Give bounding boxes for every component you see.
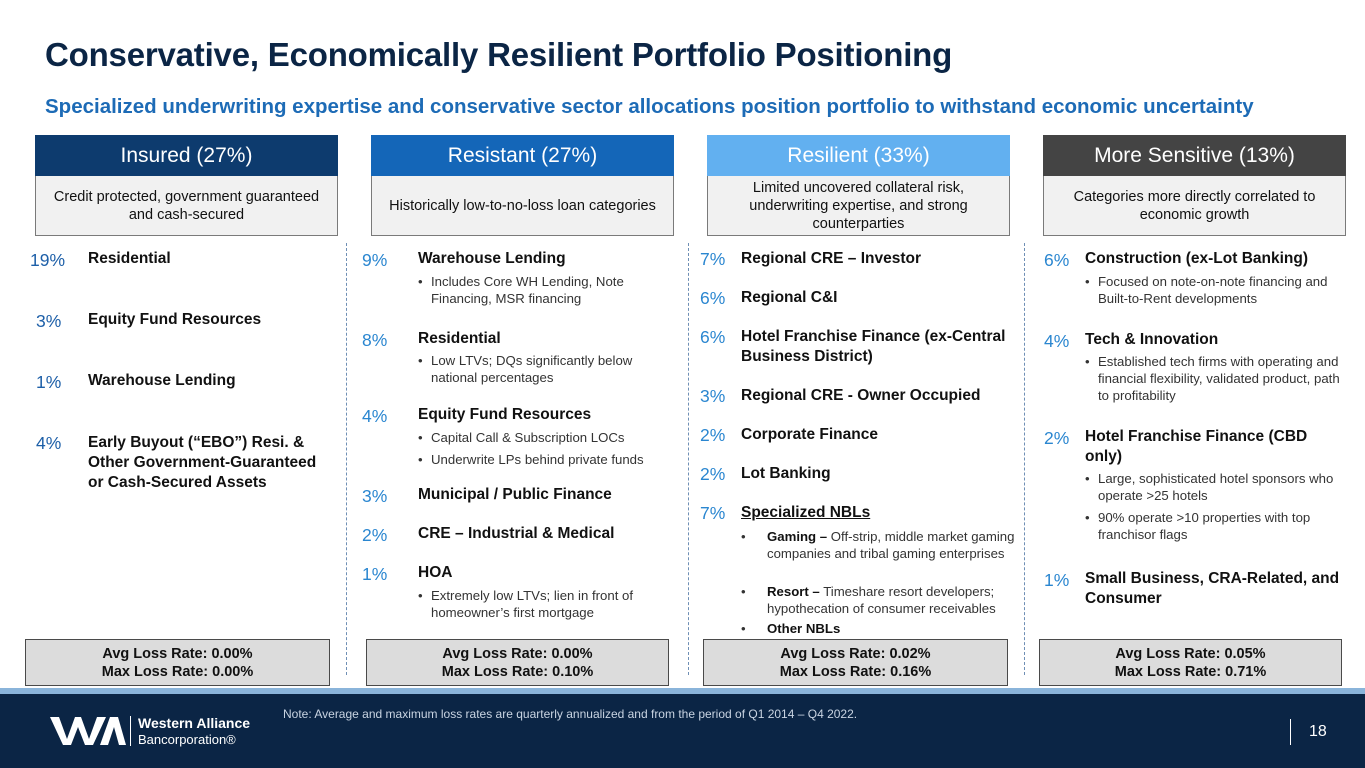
category-label: Early Buyout (“EBO”) Resi. & Other Gover…: [88, 434, 317, 491]
category-label: Specialized NBLs: [741, 504, 871, 521]
allocation-percent: 7%: [700, 249, 726, 269]
allocation-percent: 2%: [700, 425, 726, 445]
avg-loss-rate: Avg Loss Rate: 0.00%: [102, 646, 253, 662]
allocation-percent: 4%: [36, 433, 62, 453]
allocation-percent: 8%: [362, 330, 388, 350]
footer-accent-bar: [0, 688, 1365, 694]
loss-rate-box: Avg Loss Rate: 0.00% Max Loss Rate: 0.10…: [366, 639, 669, 686]
column-header: Resilient (33%): [707, 135, 1010, 176]
logo-divider: [130, 716, 131, 746]
category-label: Regional CRE – Investor: [741, 250, 922, 267]
allocation-percent: 1%: [36, 372, 62, 392]
max-loss-rate: Max Loss Rate: 0.71%: [1114, 664, 1267, 680]
loss-rate-box: Avg Loss Rate: 0.05% Max Loss Rate: 0.71…: [1039, 639, 1342, 686]
category-label: Regional CRE - Owner Occupied: [741, 387, 981, 404]
category-bullet: Low LTVs; DQs significantly below nation…: [418, 352, 671, 386]
category-label: Residential: [418, 330, 501, 347]
avg-loss-rate: Avg Loss Rate: 0.05%: [1115, 646, 1266, 662]
category-label: Regional C&I: [741, 289, 838, 306]
category-label: Hotel Franchise Finance (CBD only): [1085, 428, 1308, 465]
column-header: Insured (27%): [35, 135, 338, 176]
bullet-lead: Gaming –: [767, 529, 828, 544]
max-loss-rate: Max Loss Rate: 0.10%: [441, 664, 594, 680]
allocation-percent: 7%: [700, 503, 726, 523]
category-label: Equity Fund Resources: [418, 406, 592, 423]
category-label: Equity Fund Resources: [88, 311, 262, 328]
category-bullet: Other NBLs: [741, 620, 1025, 637]
category-label: Residential: [88, 250, 171, 267]
brand-subname: Bancorporation®: [138, 732, 236, 747]
column-description: Credit protected, government guaranteed …: [35, 176, 338, 236]
allocation-percent: 6%: [700, 288, 726, 308]
allocation-percent: 6%: [1044, 250, 1070, 270]
loss-rate-box: Avg Loss Rate: 0.02% Max Loss Rate: 0.16…: [703, 639, 1008, 686]
max-loss-rate: Max Loss Rate: 0.00%: [101, 664, 254, 680]
column-insured: Insured (27%) Credit protected, governme…: [35, 135, 338, 236]
page-title: Conservative, Economically Resilient Por…: [45, 36, 953, 73]
category-label: Construction (ex-Lot Banking): [1085, 250, 1309, 267]
category-label: Corporate Finance: [741, 426, 878, 443]
category-label: Small Business, CRA-Related, and Consume…: [1085, 570, 1340, 607]
category-label: HOA: [418, 564, 453, 581]
column-header: Resistant (27%): [371, 135, 674, 176]
bullet-text: Timeshare resort developers; hypothecati…: [767, 584, 996, 616]
avg-loss-rate: Avg Loss Rate: 0.02%: [780, 646, 931, 662]
column-separator: [346, 243, 347, 675]
allocation-percent: 2%: [1044, 428, 1070, 448]
column-separator: [688, 243, 689, 675]
loss-rate-box: Avg Loss Rate: 0.00% Max Loss Rate: 0.00…: [25, 639, 330, 686]
category-bullet: Large, sophisticated hotel sponsors who …: [1085, 470, 1343, 504]
category-label: Lot Banking: [741, 465, 831, 482]
page-number-divider: [1290, 719, 1291, 745]
page-number: 18: [1309, 723, 1327, 740]
bullet-lead: Resort –: [767, 584, 820, 599]
category-label: Warehouse Lending: [88, 372, 236, 389]
category-label: Tech & Innovation: [1085, 331, 1219, 348]
column-description: Categories more directly correlated to e…: [1043, 176, 1346, 236]
allocation-percent: 1%: [1044, 570, 1070, 590]
column-resistant: Resistant (27%) Historically low-to-no-l…: [371, 135, 674, 236]
footer: [0, 694, 1365, 768]
allocation-percent: 2%: [700, 464, 726, 484]
category-bullet: 90% operate >10 properties with top fran…: [1085, 509, 1343, 543]
category-bullet: Gaming – Off-strip, middle market gaming…: [741, 528, 1025, 562]
allocation-percent: 9%: [362, 250, 388, 270]
page-subtitle: Specialized underwriting expertise and c…: [45, 95, 1254, 118]
avg-loss-rate: Avg Loss Rate: 0.00%: [442, 646, 593, 662]
column-separator: [1024, 243, 1025, 675]
allocation-percent: 3%: [36, 311, 62, 331]
category-label: CRE – Industrial & Medical: [418, 525, 615, 542]
allocation-percent: 3%: [362, 486, 388, 506]
allocation-percent: 4%: [1044, 331, 1070, 351]
category-bullet: Extremely low LTVs; lien in front of hom…: [418, 587, 671, 621]
category-bullet: Established tech firms with operating an…: [1085, 353, 1343, 404]
bullet-text: Off-strip, middle market gaming companie…: [767, 529, 1015, 561]
max-loss-rate: Max Loss Rate: 0.16%: [779, 664, 932, 680]
footnote: Note: Average and maximum loss rates are…: [283, 707, 858, 721]
category-bullet: Includes Core WH Lending, Note Financing…: [418, 273, 671, 307]
allocation-percent: 6%: [700, 327, 726, 347]
category-label: Hotel Franchise Finance (ex-Central Busi…: [741, 328, 1006, 365]
column-description: Historically low-to-no-loss loan categor…: [371, 176, 674, 236]
column-resilient: Resilient (33%) Limited uncovered collat…: [707, 135, 1010, 236]
category-bullet: Underwrite LPs behind private funds: [418, 451, 681, 468]
allocation-percent: 1%: [362, 564, 388, 584]
allocation-percent: 19%: [30, 250, 66, 270]
category-bullet: Focused on note-on-note financing and Bu…: [1085, 273, 1338, 307]
western-alliance-logo: [50, 715, 126, 752]
column-description: Limited uncovered collateral risk, under…: [707, 176, 1010, 236]
category-bullet: Resort – Timeshare resort developers; hy…: [741, 583, 1025, 617]
allocation-percent: 2%: [362, 525, 388, 545]
category-label: Municipal / Public Finance: [418, 486, 612, 503]
allocation-percent: 4%: [362, 406, 388, 426]
column-sensitive: More Sensitive (13%) Categories more dir…: [1043, 135, 1346, 236]
bullet-lead: Other NBLs: [767, 621, 841, 636]
category-label: Warehouse Lending: [418, 250, 566, 267]
column-header: More Sensitive (13%): [1043, 135, 1346, 176]
brand-name: Western Alliance: [138, 715, 251, 731]
category-bullet: Capital Call & Subscription LOCs: [418, 429, 681, 446]
allocation-percent: 3%: [700, 386, 726, 406]
